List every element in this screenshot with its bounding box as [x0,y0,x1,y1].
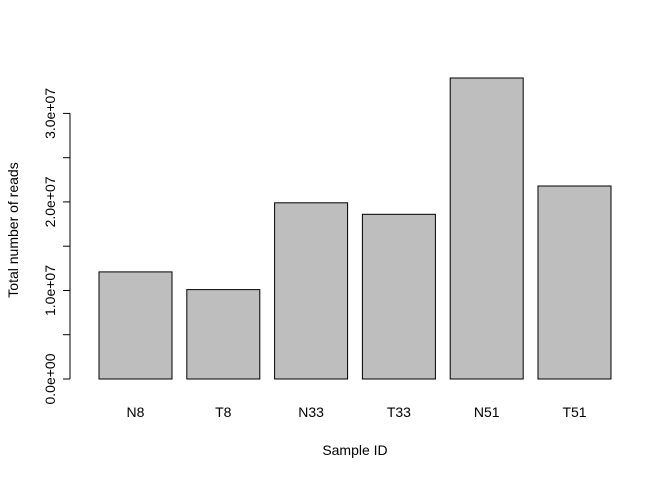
y-tick-label: 2.0e+07 [42,176,58,227]
bar-t33 [361,213,436,380]
bar-t51 [537,185,612,380]
x-axis-category-labels: N8 T8 N33 T33 N51 T51 [127,404,587,420]
y-tick-label: 3.0e+07 [42,88,58,139]
category-label-t8: T8 [215,404,232,420]
bars-group [98,77,612,380]
category-label-n8: N8 [127,404,145,420]
category-label-t33: T33 [387,404,411,420]
y-tick-label: 0.0e+00 [42,353,58,404]
category-label-n51: N51 [474,404,500,420]
x-axis-title: Sample ID [322,442,387,458]
y-tick-label: 1.0e+07 [42,265,58,316]
category-label-n33: N33 [298,404,324,420]
bar-t8 [186,289,261,380]
category-label-t51: T51 [562,404,586,420]
bar-n51 [449,77,524,380]
y-axis-title: Total number of reads [5,162,21,297]
bar-n33 [274,202,349,380]
bar-n8 [98,271,173,380]
y-axis: 0.0e+00 1.0e+07 2.0e+07 3.0e+07 [42,88,71,405]
